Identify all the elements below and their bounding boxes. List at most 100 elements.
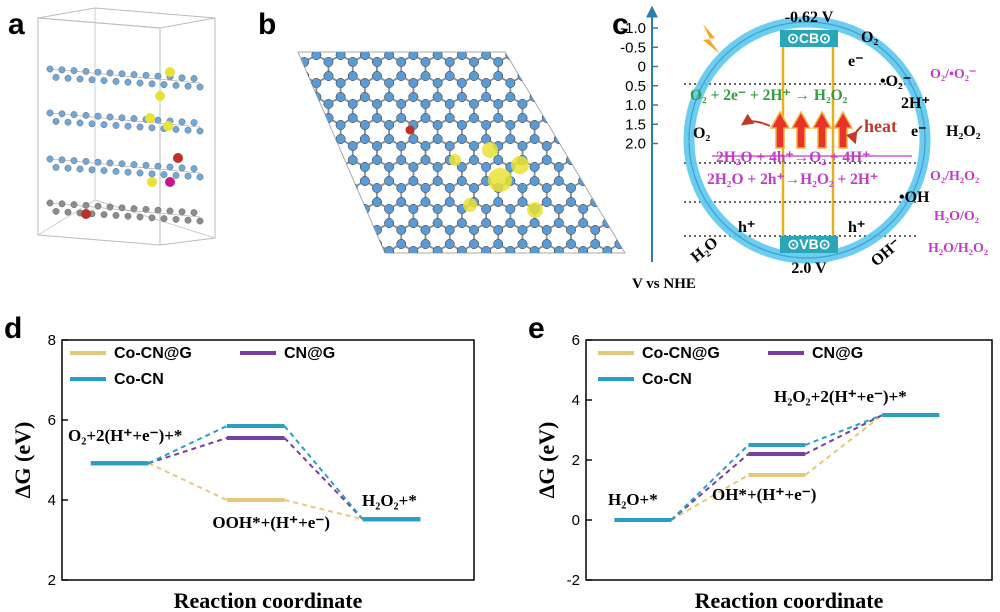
series-co-cn bbox=[90, 424, 421, 522]
atom bbox=[518, 309, 527, 318]
lattice-ring bbox=[522, 13, 546, 41]
atom bbox=[506, 288, 515, 297]
atom bbox=[482, 8, 491, 17]
atom bbox=[421, 267, 430, 276]
atom bbox=[469, 183, 479, 193]
atom bbox=[627, 302, 636, 311]
atom bbox=[275, 141, 284, 150]
atom bbox=[299, 71, 310, 81]
atom bbox=[700, 218, 709, 227]
atom bbox=[323, 183, 334, 193]
atom bbox=[530, 36, 539, 45]
atom bbox=[251, 183, 260, 192]
atom bbox=[52, 118, 60, 125]
lattice-ring bbox=[656, 76, 680, 104]
atom bbox=[372, 365, 381, 374]
lattice-ring bbox=[545, 54, 572, 84]
atom bbox=[809, 309, 818, 318]
atom bbox=[809, 57, 818, 66]
atom bbox=[615, 309, 624, 318]
atom bbox=[590, 71, 601, 81]
atom bbox=[88, 76, 96, 84]
atom bbox=[336, 260, 345, 269]
atom bbox=[445, 323, 454, 332]
atom bbox=[541, 71, 552, 81]
atom bbox=[288, 246, 297, 255]
atom bbox=[299, 155, 310, 165]
atom bbox=[288, 134, 297, 143]
atom bbox=[275, 323, 284, 332]
atom bbox=[311, 92, 322, 102]
atom bbox=[603, 36, 612, 45]
atom bbox=[288, 330, 297, 339]
atom bbox=[360, 302, 369, 311]
atom bbox=[263, 78, 272, 87]
atom bbox=[591, 15, 600, 24]
charge-density-lobe bbox=[488, 168, 512, 192]
atom bbox=[518, 351, 527, 360]
atom bbox=[360, 372, 369, 381]
atom bbox=[94, 112, 102, 120]
atom bbox=[603, 260, 612, 269]
lattice-ring bbox=[256, 55, 280, 83]
atom bbox=[845, 288, 854, 297]
atom bbox=[336, 302, 345, 311]
series-cn-g bbox=[614, 413, 940, 522]
atom bbox=[530, 344, 539, 353]
atom bbox=[663, 197, 672, 206]
lattice-ring bbox=[533, 75, 560, 105]
atom bbox=[299, 155, 310, 165]
atom bbox=[602, 162, 613, 172]
atom bbox=[797, 288, 806, 297]
atom bbox=[433, 36, 442, 45]
atom bbox=[772, 260, 781, 269]
atom bbox=[457, 302, 466, 311]
atom bbox=[663, 29, 672, 38]
atom bbox=[542, 267, 551, 276]
atom bbox=[760, 323, 769, 332]
two-h-label: 2H⁺ bbox=[901, 95, 930, 112]
atom bbox=[288, 92, 297, 101]
atom bbox=[857, 281, 866, 290]
atom bbox=[300, 309, 309, 318]
atom bbox=[396, 155, 407, 165]
atom bbox=[797, 218, 806, 227]
atom bbox=[275, 225, 284, 234]
atom bbox=[614, 183, 625, 193]
atom bbox=[178, 164, 186, 172]
atom bbox=[112, 78, 120, 85]
lattice-ring bbox=[303, 138, 330, 168]
superoxide-label: •O₂⁻ bbox=[880, 73, 911, 90]
atom bbox=[421, 309, 430, 318]
atom bbox=[736, 57, 745, 66]
atom bbox=[614, 225, 625, 235]
atom bbox=[529, 52, 540, 60]
atom bbox=[614, 155, 625, 165]
atom bbox=[300, 29, 309, 38]
atom bbox=[760, 57, 769, 66]
atom bbox=[433, 36, 442, 45]
lattice-ring bbox=[298, 201, 318, 231]
atom bbox=[384, 204, 394, 214]
atom bbox=[529, 120, 540, 130]
atom bbox=[263, 218, 272, 227]
atom bbox=[615, 309, 624, 318]
atom bbox=[724, 134, 733, 143]
atom bbox=[482, 36, 491, 45]
atom bbox=[663, 99, 672, 108]
atom bbox=[566, 57, 576, 67]
lattice-ring bbox=[341, 286, 365, 314]
lattice-ring bbox=[256, 223, 280, 251]
atom bbox=[142, 205, 150, 213]
atom bbox=[81, 209, 91, 219]
connector bbox=[670, 474, 749, 521]
atom bbox=[676, 8, 685, 17]
atom bbox=[554, 78, 564, 88]
atom bbox=[433, 344, 442, 353]
atom bbox=[421, 281, 430, 290]
atom bbox=[602, 162, 613, 172]
lattice-ring bbox=[280, 307, 304, 335]
atom bbox=[518, 351, 527, 360]
atom bbox=[348, 29, 357, 38]
